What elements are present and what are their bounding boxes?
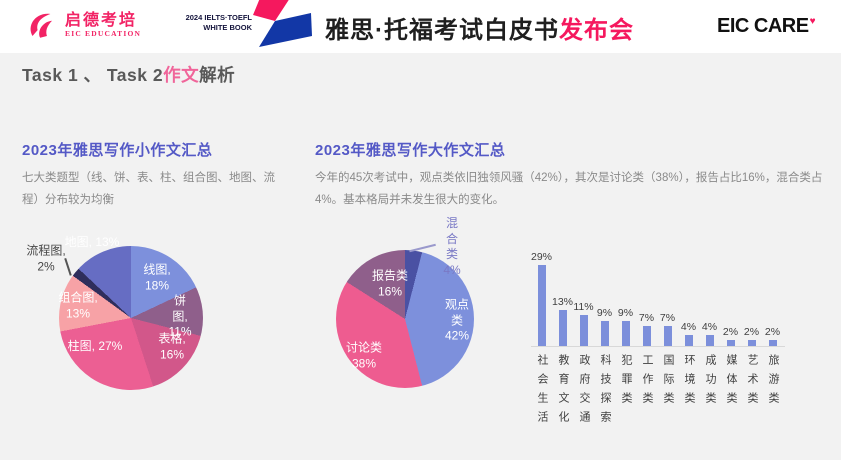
bar-value-label: 2%	[764, 326, 781, 339]
logo-cn-label: 启德考培	[65, 11, 138, 29]
bar-category-label: 国际类	[662, 354, 674, 411]
bar-category-label: 社会生活	[536, 354, 548, 430]
page-title: Task 1 、 Task 2作文解析	[22, 62, 235, 87]
right-section-title: 2023年雅思写作大作文汇总	[315, 142, 506, 159]
eic-logo: 启德考培 EIC EDUCATION	[24, 8, 141, 42]
topic-bar-chart: 29% 13% 11% 9% 9% 7% 7% 4% 4% 2% 2% 2% 社会生活 教育文化 政府交通…	[531, 247, 785, 430]
bar-item: 9%	[594, 307, 615, 346]
bar-category-label: 教育文化	[557, 354, 569, 430]
task2-pie	[336, 250, 474, 388]
bar-value-label: 11%	[573, 301, 594, 314]
main-title-pink: 发布会	[559, 17, 634, 44]
leader-line-flowchart	[64, 258, 72, 276]
ribbon-icon	[253, 0, 312, 47]
bar-value-label: 4%	[680, 320, 697, 333]
slide-main-title: 雅思·托福考试白皮书发布会	[325, 10, 634, 45]
header-bar: 启德考培 EIC EDUCATION 2024 IELTS·TOEFL WHIT…	[0, 0, 841, 53]
bar	[684, 334, 693, 346]
pie-label-flowchart: 流程图, 2%	[26, 243, 66, 273]
main-title-black: 雅思·托福考试白皮书	[325, 17, 559, 44]
bar-category-label: 政府交通	[578, 354, 590, 430]
task1-pie	[59, 246, 203, 390]
bar-category-label: 艺术类	[746, 354, 758, 411]
bar	[621, 320, 630, 346]
eic-logo-swirl-icon	[30, 13, 53, 38]
bar	[600, 320, 609, 346]
bar-item: 7%	[657, 312, 678, 346]
bar-value-label: 9%	[596, 306, 613, 319]
left-section-desc: 七大类题型（线、饼、表、柱、组合图、地图、流程）分布较为均衡	[22, 172, 275, 207]
bar	[705, 334, 714, 346]
bar-item: 7%	[636, 312, 657, 346]
bar-value-label: 4%	[701, 320, 718, 333]
page-title-suffix: 解析	[199, 65, 236, 85]
bar-category-label: 科技探索	[599, 354, 611, 430]
bar-category-label: 旅游类	[767, 354, 779, 411]
bar-category-label: 犯罪类	[620, 354, 632, 411]
logo-en-label: EIC EDUCATION	[65, 29, 142, 39]
task1-pie-chart: 线图, 18% 饼图, 11% 表格, 16% 柱图, 27% 组合图, 13%…	[26, 235, 203, 390]
bar-item: 4%	[699, 321, 720, 346]
bar	[726, 340, 735, 346]
bar-item: 2%	[720, 326, 741, 346]
bar-category-label: 工作类	[641, 354, 653, 411]
bar	[558, 309, 567, 346]
bar	[537, 264, 546, 346]
bar-chart-bars: 29% 13% 11% 9% 9% 7% 7% 4% 4% 2% 2% 2%	[531, 247, 785, 347]
bar-value-label: 9%	[617, 306, 634, 319]
leader-line-mixed	[409, 243, 436, 252]
bar	[579, 315, 588, 346]
eic-care-logo: EIC CARE♥	[716, 15, 816, 38]
bar-item: 2%	[741, 326, 762, 346]
bar-item: 13%	[552, 296, 573, 346]
page-title-prefix: Task 1 、 Task 2	[22, 65, 164, 85]
bar-category-label: 媒体类	[725, 354, 737, 411]
bar	[642, 326, 651, 346]
bar-item: 4%	[678, 321, 699, 346]
heart-icon: ♥	[809, 16, 816, 27]
badge-line2: WHITE BOOK	[203, 23, 252, 33]
eic-logo-text: 启德考培 EIC EDUCATION	[65, 12, 141, 39]
bar-value-label: 13%	[552, 295, 574, 308]
care-text: EIC CARE	[716, 15, 809, 37]
task2-pie-chart: 混合类 4% 观点类 42% 讨论类 38% 报告类 16%	[336, 216, 474, 388]
bar-item: 11%	[573, 301, 594, 346]
bar	[768, 340, 777, 346]
left-section-title: 2023年雅思写作小作文汇总	[22, 142, 213, 159]
bar-value-label: 7%	[638, 312, 655, 325]
bar-value-label: 29%	[531, 250, 553, 263]
whitebook-badge: 2024 IELTS·TOEFL WHITE BOOK	[168, 13, 252, 33]
bar	[663, 326, 672, 346]
bar	[747, 340, 756, 346]
badge-line1: 2024 IELTS·TOEFL	[185, 13, 252, 22]
bar-item: 9%	[615, 307, 636, 346]
bar-value-label: 7%	[659, 312, 676, 325]
bar-category-label: 环境类	[683, 354, 695, 411]
bar-item: 29%	[531, 251, 552, 346]
bar-chart-categories: 社会生活 教育文化 政府交通 科技探索 犯罪类 工作类 国际类 环境类 成功类 媒体类 艺术类 旅游类	[531, 354, 785, 430]
bar-value-label: 2%	[743, 326, 760, 339]
page-title-highlight: 作文	[163, 65, 200, 85]
right-section-desc: 今年的45次考试中，观点类依旧独领风骚（42%），其次是讨论类（38%），报告占…	[315, 172, 823, 207]
bar-value-label: 2%	[722, 326, 739, 339]
bar-item: 2%	[762, 326, 783, 346]
bar-category-label: 成功类	[704, 354, 716, 411]
